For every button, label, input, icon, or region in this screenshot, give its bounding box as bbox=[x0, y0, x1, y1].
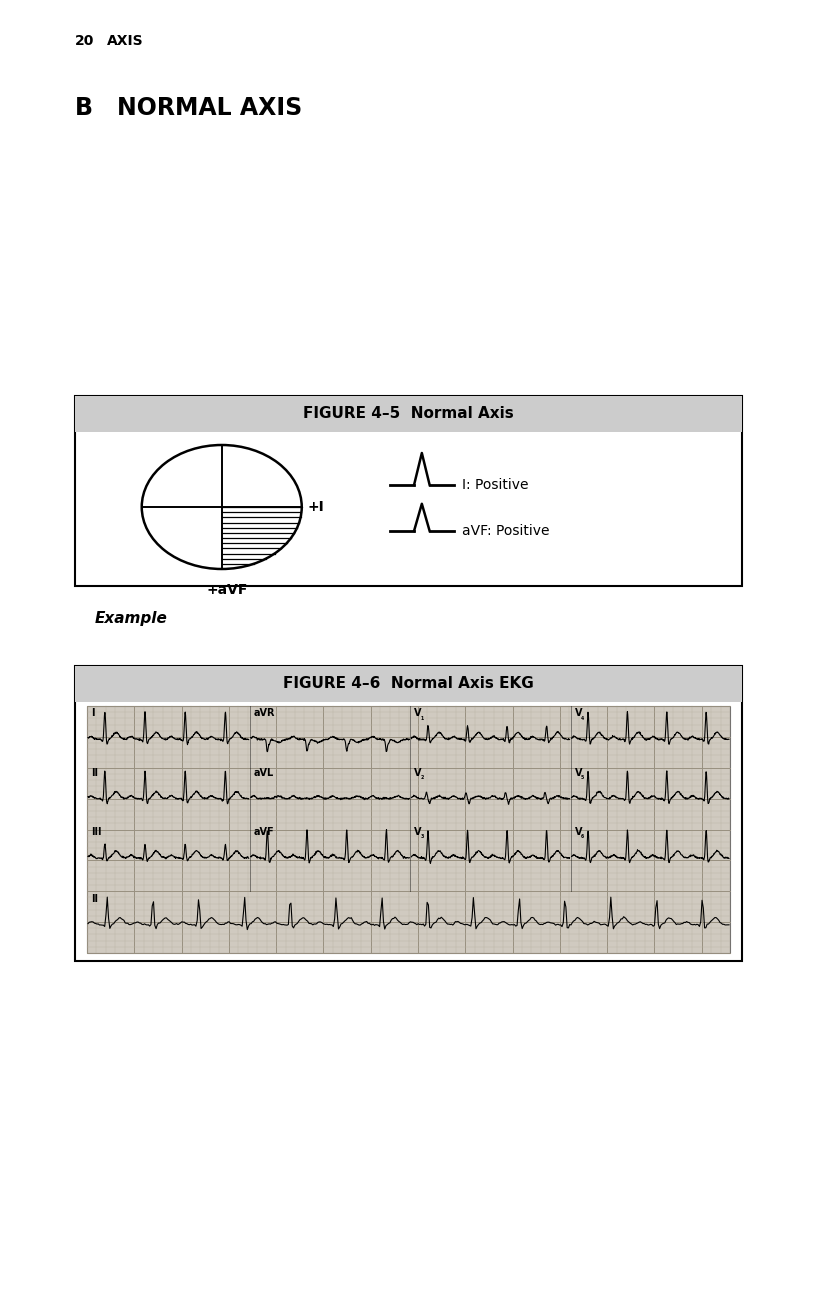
Text: V: V bbox=[415, 826, 422, 837]
Text: ₅: ₅ bbox=[581, 771, 584, 780]
Text: ₂: ₂ bbox=[421, 771, 425, 780]
Text: NORMAL AXIS: NORMAL AXIS bbox=[117, 96, 302, 120]
Bar bbox=[75, 666, 742, 701]
Text: aVR: aVR bbox=[253, 708, 275, 719]
Text: ₁: ₁ bbox=[421, 712, 425, 721]
Text: AXIS: AXIS bbox=[107, 34, 143, 47]
Bar bbox=[75, 666, 742, 961]
Text: III: III bbox=[91, 826, 102, 837]
Text: 20: 20 bbox=[75, 34, 95, 47]
Bar bbox=[75, 396, 742, 586]
Text: FIGURE 4–6  Normal Axis EKG: FIGURE 4–6 Normal Axis EKG bbox=[283, 676, 534, 691]
Text: aVL: aVL bbox=[253, 767, 274, 778]
Text: ₃: ₃ bbox=[421, 832, 425, 840]
Text: V: V bbox=[415, 767, 422, 778]
Text: B: B bbox=[75, 96, 93, 120]
Text: Example: Example bbox=[95, 611, 168, 626]
Text: ₆: ₆ bbox=[581, 832, 584, 840]
Bar bbox=[75, 396, 742, 432]
Text: +I: +I bbox=[308, 500, 324, 515]
Text: I: I bbox=[91, 708, 95, 719]
Text: II: II bbox=[91, 767, 98, 778]
Text: I: Positive: I: Positive bbox=[462, 478, 528, 492]
Text: V: V bbox=[575, 826, 582, 837]
Text: V: V bbox=[575, 708, 582, 719]
Text: II: II bbox=[91, 894, 98, 904]
Bar bbox=[87, 705, 730, 953]
Text: aVF: Positive: aVF: Positive bbox=[462, 524, 549, 538]
Text: V: V bbox=[575, 767, 582, 778]
Text: aVF: aVF bbox=[253, 826, 275, 837]
Text: V: V bbox=[415, 708, 422, 719]
Text: FIGURE 4–5  Normal Axis: FIGURE 4–5 Normal Axis bbox=[303, 407, 514, 421]
Text: ₄: ₄ bbox=[581, 712, 584, 721]
Text: +aVF: +aVF bbox=[206, 583, 248, 597]
